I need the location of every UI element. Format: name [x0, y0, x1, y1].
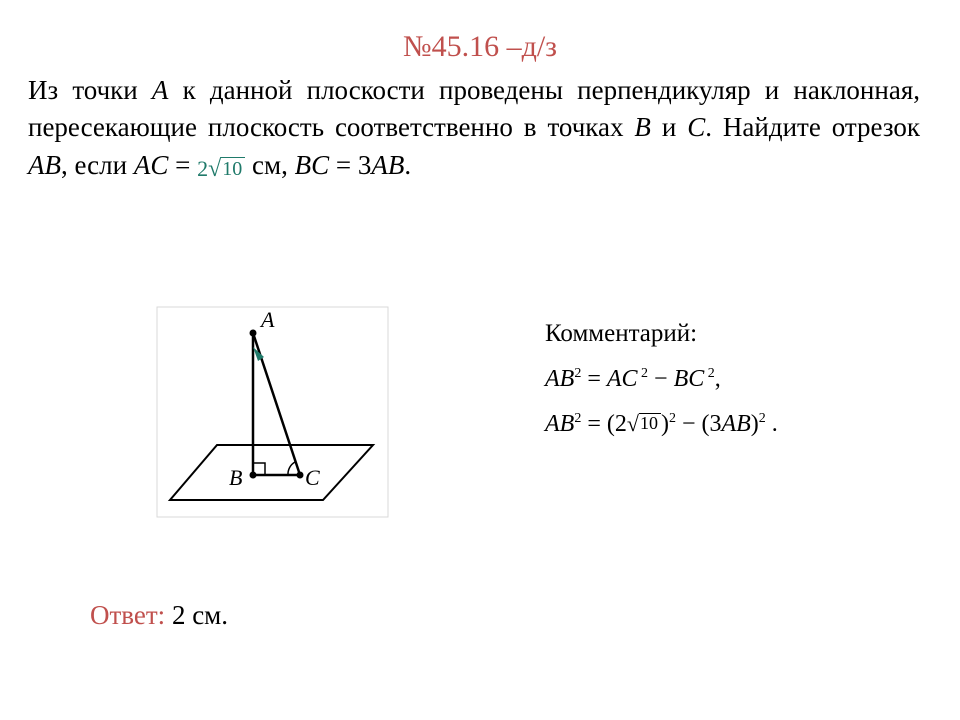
- var-A: A: [152, 75, 169, 105]
- geometry-diagram: A B C: [145, 305, 400, 535]
- coef: 2: [197, 156, 208, 181]
- problem-text: Из точки A к данной плоскости проведены …: [0, 72, 960, 184]
- answer-value: 2 см.: [172, 600, 228, 630]
- var-AB: AB: [371, 150, 404, 180]
- text: . Найдите отрезок: [705, 112, 920, 142]
- term: BC: [674, 366, 705, 392]
- text: .: [404, 150, 411, 180]
- term: AC: [607, 366, 638, 392]
- exp: 2: [704, 366, 715, 381]
- label-C: C: [305, 465, 320, 490]
- text: Из точки: [28, 75, 152, 105]
- label-B: B: [229, 465, 242, 490]
- var-C: C: [687, 112, 705, 142]
- var-B: B: [634, 112, 651, 142]
- var-AC: AC: [134, 150, 169, 180]
- op: − (3: [676, 411, 722, 437]
- equation-1: AB2 = AC 2 − BC 2,: [545, 366, 778, 393]
- equation-2: AB2 = (2√10)2 − (3AB)2 .: [545, 411, 778, 438]
- op: ): [661, 411, 669, 437]
- op: −: [648, 366, 674, 392]
- term: AB: [721, 411, 750, 437]
- text: см,: [245, 150, 294, 180]
- ac-value: 2√10: [197, 154, 245, 184]
- end: .: [766, 411, 778, 437]
- var-AB: AB: [28, 150, 61, 180]
- radicand: 10: [639, 413, 661, 434]
- answer: Ответ: 2 см.: [90, 600, 228, 631]
- op: ): [751, 411, 759, 437]
- text: =: [168, 150, 197, 180]
- answer-label: Ответ:: [90, 600, 172, 630]
- exp: 2: [669, 411, 676, 426]
- end: ,: [715, 366, 721, 392]
- op: = (2: [581, 411, 627, 437]
- radicand: 10: [221, 157, 245, 180]
- comment-block: Комментарий: AB 2 = AC 2 − BC 2, AB 2 = (2…: [545, 320, 778, 438]
- text: и: [651, 112, 687, 142]
- sqrt: √10: [627, 413, 661, 435]
- text: , если: [61, 150, 134, 180]
- problem-number: №45.16 –д/з: [0, 0, 960, 72]
- exp: 2: [638, 366, 649, 381]
- term: AB: [545, 366, 574, 392]
- comment-label: Комментарий:: [545, 320, 778, 348]
- op: =: [581, 366, 607, 392]
- term: AB: [545, 411, 574, 437]
- var-BC: BC: [295, 150, 330, 180]
- surd-icon: √: [627, 413, 639, 435]
- text: = 3: [329, 150, 371, 180]
- surd-icon: √: [208, 157, 221, 181]
- label-A: A: [259, 307, 275, 332]
- exp: 2: [759, 411, 766, 426]
- sqrt: √10: [208, 157, 245, 181]
